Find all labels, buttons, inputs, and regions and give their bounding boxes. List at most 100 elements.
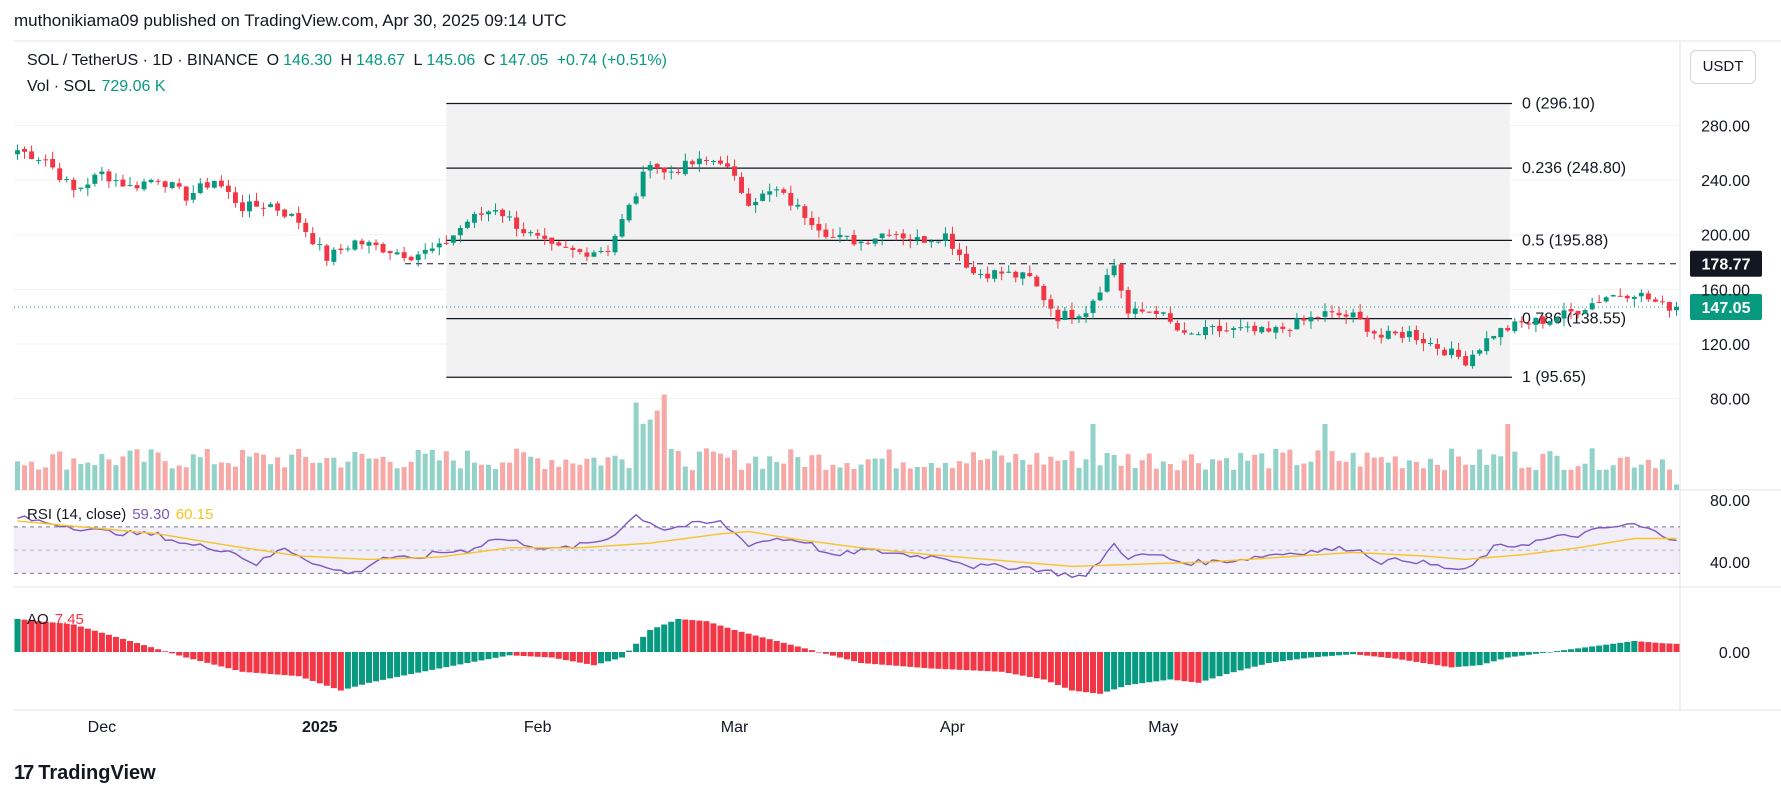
candle-body (1181, 330, 1187, 333)
candle-body (598, 250, 604, 252)
volume-bar (415, 449, 421, 490)
candle-body (584, 252, 590, 257)
volume-bar (169, 468, 175, 490)
candle-body (739, 177, 745, 193)
ao-bar (126, 641, 134, 652)
ao-bar (773, 641, 780, 652)
candle-body (879, 233, 885, 238)
candle-body (549, 237, 555, 244)
fib-level-label: 0.236 (248.80) (1522, 160, 1626, 177)
candle-body (338, 248, 344, 251)
candle-body (626, 204, 632, 221)
volume-bar (1034, 453, 1040, 490)
current-price-label: 147.05 (1702, 300, 1751, 317)
candle-body (380, 244, 386, 253)
volume-bar (1385, 462, 1391, 490)
volume-bar (1392, 456, 1398, 490)
ao-bar (274, 652, 281, 675)
candle-body (900, 233, 906, 239)
ao-bar (1350, 652, 1357, 655)
candle-body (1146, 311, 1152, 313)
ao-bar (1139, 652, 1146, 684)
candle-body (15, 150, 20, 155)
volume-bar (584, 458, 590, 490)
candle-body (654, 163, 660, 169)
volume-bar (1638, 464, 1644, 490)
ao-bar (1490, 652, 1497, 662)
ao-label[interactable]: AO (27, 611, 49, 628)
volume-label[interactable]: Vol · SOL (27, 78, 96, 95)
candle-body (851, 235, 857, 245)
volume-bar (788, 449, 794, 490)
volume-bar (971, 452, 977, 490)
volume-bar (1547, 451, 1553, 490)
ao-bar (1420, 652, 1427, 663)
candle-body (1596, 301, 1602, 303)
volume-bar (724, 457, 731, 490)
candle-body (1343, 314, 1349, 317)
volume-bar (858, 464, 864, 490)
ao-bar (1483, 652, 1490, 664)
rsi-legend: RSI (14, close) 59.30 60.15 (27, 506, 213, 523)
ao-bar (569, 652, 576, 662)
volume-bar (211, 464, 217, 490)
candle-body (1378, 334, 1384, 338)
ao-bar (1265, 652, 1272, 663)
candle-body (99, 171, 105, 175)
candle-body (689, 161, 695, 165)
ao-bar (1568, 649, 1575, 652)
ao-bar (1026, 652, 1033, 677)
ao-bar (1371, 652, 1378, 657)
candle-body (703, 159, 709, 161)
candle-body (746, 193, 752, 206)
candle-body (1062, 310, 1068, 320)
candle-body (1139, 309, 1145, 312)
symbol-label[interactable]: SOL / TetherUS · 1D · BINANCE (27, 52, 259, 69)
volume-bar (872, 458, 878, 490)
volume-bar (1090, 424, 1096, 490)
volume-bar (1104, 453, 1110, 490)
volume-bar (443, 451, 449, 490)
candle-body (1505, 328, 1511, 331)
ao-bar (316, 652, 323, 684)
candle-body (1442, 349, 1447, 356)
rsi-line (17, 513, 1677, 579)
ao-bar (365, 652, 373, 683)
volume-bar (1561, 470, 1567, 490)
candle-body (190, 193, 196, 200)
rsi-label[interactable]: RSI (14, close) (27, 506, 127, 523)
ao-bar (1413, 652, 1420, 662)
ao-bar (1097, 652, 1104, 694)
volume-bar (1568, 469, 1574, 490)
volume-bar (739, 469, 745, 490)
ao-bar (1603, 644, 1610, 652)
candle-body (753, 201, 759, 206)
ao-bar (576, 652, 583, 663)
volume-bar (963, 463, 970, 490)
candle-body (141, 181, 147, 190)
volume-bar (661, 394, 667, 490)
ao-bar (21, 619, 28, 652)
ao-bar (1125, 652, 1132, 685)
ao-bar (1476, 652, 1483, 666)
currency-button[interactable]: USDT (1690, 50, 1756, 84)
ao-bar (1279, 652, 1286, 662)
close-value: 147.05 (499, 52, 549, 69)
candle-body (486, 211, 491, 215)
candle-body (78, 187, 84, 189)
candle-body (1392, 331, 1398, 334)
volume-bar (1076, 467, 1082, 490)
candle-body (493, 210, 498, 212)
rsi-tick-label: 80.00 (1710, 493, 1750, 510)
ao-bar (485, 652, 492, 660)
tradingview-brand[interactable]: 17 TradingView (14, 762, 156, 785)
candle-body (1477, 350, 1483, 354)
volume-bar (647, 419, 653, 490)
ao-bar (141, 645, 148, 652)
volume-bar (113, 465, 119, 490)
ao-bar (1518, 652, 1525, 656)
ao-bar (1434, 652, 1441, 666)
candle-body (1413, 329, 1419, 341)
volume-bar (556, 466, 562, 490)
